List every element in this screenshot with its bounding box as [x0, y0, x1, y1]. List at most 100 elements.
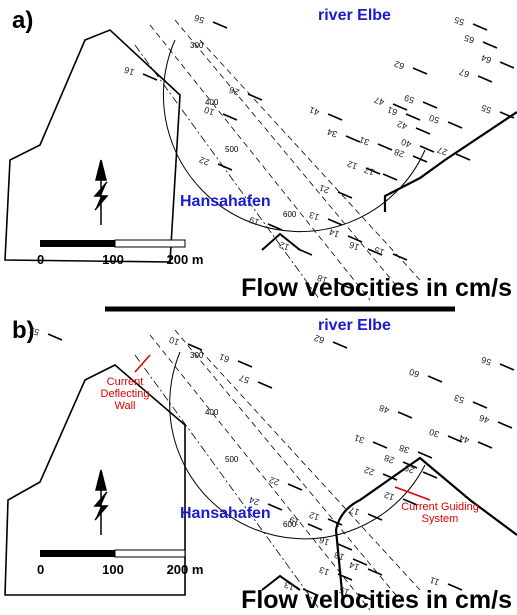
flow-arrow: [377, 143, 393, 151]
flow-arrow: [357, 593, 373, 601]
flow-arrow: [447, 583, 463, 591]
velocity-label: 14: [328, 227, 341, 240]
flow-arrow: [447, 435, 463, 443]
velocity-label: 59: [403, 93, 416, 106]
flow-arrow: [392, 103, 408, 111]
velocity-label: 34: [326, 127, 339, 140]
velocity-label: 46: [478, 413, 491, 426]
velocity-label: 19: [288, 515, 301, 528]
flow-arrow: [337, 543, 353, 551]
velocity-label: 31: [358, 135, 371, 148]
flow-arrow: [417, 451, 433, 459]
flow-arrow: [365, 167, 381, 175]
scale-label: 0: [37, 252, 44, 267]
velocity-label: 61: [386, 105, 399, 118]
velocity-label: 28: [393, 147, 406, 160]
flow-arrow: [455, 153, 471, 161]
velocity-label: 21: [318, 183, 331, 196]
velocity-label: 16: [123, 65, 136, 78]
velocity-label: 67: [458, 67, 471, 80]
velocity-label: 16: [318, 535, 331, 548]
depth-line: [199, 349, 421, 591]
velocity-label: 12: [278, 240, 291, 253]
flow-arrow: [499, 363, 515, 371]
flow-arrow: [367, 568, 383, 576]
flow-arrow: [142, 73, 158, 81]
velocity-label: 40: [400, 137, 413, 150]
velocity-label: 57: [238, 373, 251, 386]
shore: [383, 111, 517, 212]
flow-arrow: [302, 588, 318, 596]
depth-line: [174, 19, 401, 291]
flow-arrow: [297, 248, 313, 256]
annotation-line: Wall: [115, 400, 136, 412]
velocity-label: 62: [313, 333, 326, 346]
flow-arrow: [257, 381, 273, 389]
velocity-label: 62: [393, 59, 406, 72]
channel-line: [134, 44, 321, 301]
velocity-label: 50: [428, 113, 441, 126]
scale-label: 100: [102, 252, 124, 267]
quay: [4, 364, 186, 596]
flow-arrow: [217, 163, 233, 171]
panel-label: a): [12, 7, 33, 34]
velocity-label: 56: [480, 355, 493, 368]
flow-arrow: [47, 333, 63, 341]
flow-arrow: [352, 558, 368, 566]
flow-arrow: [347, 235, 363, 243]
flow-arrow: [337, 191, 353, 199]
depth-circle: [169, 351, 426, 540]
scale-label: 100: [102, 562, 124, 577]
flow-arrow: [345, 135, 361, 143]
flow-arrow: [405, 113, 421, 121]
scale-white: [114, 549, 186, 558]
velocity-label: 13: [283, 580, 296, 593]
harbor-label: Hansahafen: [180, 193, 271, 210]
flow-arrow: [367, 248, 383, 256]
flow-arrow: [247, 93, 263, 101]
flow-arrow: [237, 360, 253, 368]
channel-line: [134, 354, 321, 611]
scale-black: [40, 240, 115, 247]
depth-label: 500: [225, 145, 239, 154]
depth-label: 300: [190, 351, 204, 360]
scale-label: 200 m: [167, 252, 204, 267]
flow-arrow: [367, 513, 383, 521]
flow-arrow: [327, 518, 343, 526]
flow-arrow: [422, 101, 438, 109]
velocity-label: 53: [453, 393, 466, 406]
flow-arrow: [392, 253, 408, 261]
velocity-label: 61: [218, 352, 231, 365]
annotation: Current Guiding System: [401, 501, 479, 525]
velocity-label: 12: [308, 510, 321, 523]
scale-label: 200 m: [167, 562, 204, 577]
flow-arrow: [327, 218, 343, 226]
velocity-label: 55: [453, 15, 466, 28]
scale-label: 0: [37, 562, 44, 577]
velocity-label: 12: [346, 159, 359, 172]
depth-line: [149, 24, 371, 301]
flow-arrow: [477, 75, 493, 83]
velocity-label: 30: [428, 427, 441, 440]
velocity-label: 18: [316, 273, 329, 286]
flow-arrow: [397, 411, 413, 419]
flow-arrow: [382, 173, 398, 181]
flow-arrow: [337, 573, 353, 581]
velocity-label: 38: [398, 443, 411, 456]
velocity-label: 48: [378, 403, 391, 416]
annotation-line: System: [422, 513, 459, 525]
north-arrow: [93, 159, 109, 225]
panel-title: Flow velocities in cm/s: [241, 586, 512, 614]
velocity-label: 24: [248, 495, 261, 508]
velocity-label: 27: [436, 145, 449, 158]
flow-arrow: [327, 113, 343, 121]
flow-arrow: [222, 113, 238, 121]
flow-arrow: [482, 41, 498, 49]
flow-arrow: [267, 223, 283, 231]
velocity-label: 28: [383, 453, 396, 466]
velocity-label: 22: [363, 465, 376, 478]
annotation-line: Deflecting: [101, 388, 150, 400]
velocity-label: 15: [373, 245, 386, 258]
velocity-label: 22: [268, 475, 281, 488]
panel: 0 100 200 m b) river Elbe Hansahafen Flow velo…: [4, 317, 517, 614]
